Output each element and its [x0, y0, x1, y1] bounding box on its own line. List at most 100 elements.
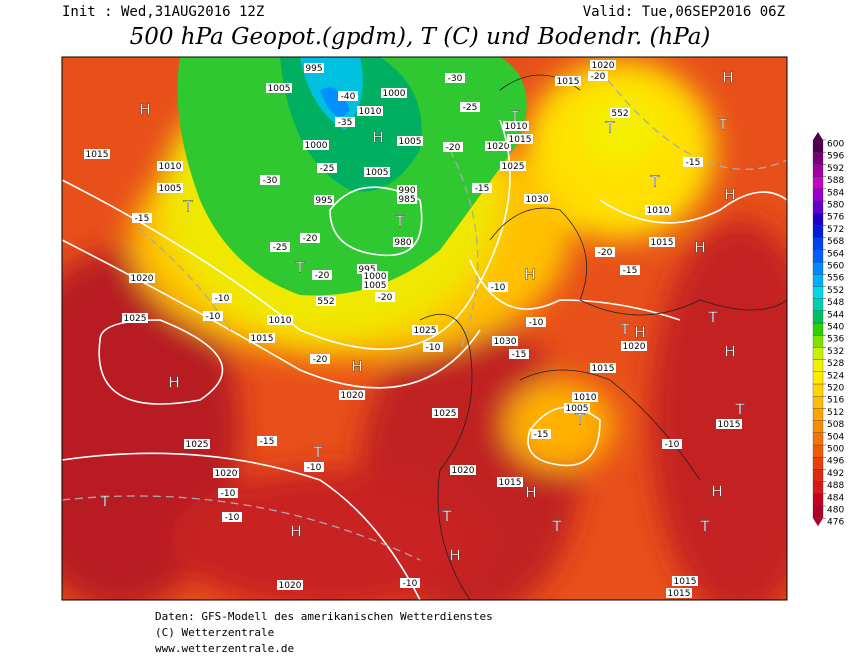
- contour-label: 1020: [131, 274, 154, 284]
- label-box: [524, 194, 550, 204]
- contour-label: -25: [463, 103, 478, 113]
- contour-label: -15: [686, 158, 701, 168]
- contour-label: 995: [358, 265, 375, 275]
- contour-label: -15: [475, 184, 490, 194]
- contour-label: 1005: [268, 84, 291, 94]
- contour-label: -35: [338, 118, 353, 128]
- colorbar-label: 500: [827, 445, 844, 455]
- colorbar-swatch: [812, 176, 824, 189]
- contour-label: 980: [394, 238, 411, 248]
- contour-label: -15: [512, 350, 527, 360]
- colorbar-label: 512: [827, 408, 844, 418]
- colorbar-cap: [813, 518, 823, 527]
- label-box: [621, 341, 647, 351]
- pressure-center: T: [294, 259, 305, 277]
- label-box: [555, 76, 581, 86]
- contour-label: 1005: [364, 281, 387, 291]
- label-box: [257, 436, 277, 446]
- colorbar-label: 588: [827, 176, 844, 186]
- colorbar-swatch: [812, 335, 824, 348]
- label-box: [157, 161, 183, 171]
- colorbar-label: 592: [827, 164, 844, 174]
- label-box: [666, 588, 692, 598]
- colorbar-label: 544: [827, 310, 844, 320]
- pressure-center: T: [574, 411, 585, 429]
- contour-label: 1005: [159, 184, 182, 194]
- label-box: [335, 117, 355, 127]
- colorbar-label: 552: [827, 286, 844, 296]
- label-box: [588, 71, 608, 81]
- colorbar-swatch: [812, 469, 824, 482]
- colorbar-swatch: [812, 396, 824, 409]
- contour-label: 1015: [718, 420, 741, 430]
- colorbar-label: 576: [827, 213, 844, 223]
- contour-label: -10: [491, 283, 506, 293]
- contour-label: -15: [135, 214, 150, 224]
- label-box: [590, 60, 616, 70]
- label-box: [412, 325, 438, 335]
- colorbar-label: 560: [827, 262, 844, 272]
- contour-label: 552: [317, 297, 334, 307]
- colorbar-label: 496: [827, 457, 844, 467]
- colorbar-label: 524: [827, 371, 844, 381]
- colorbar-swatch: [812, 444, 824, 458]
- label-box: [270, 242, 290, 252]
- contour-label: 1020: [279, 581, 302, 591]
- contour-label: -25: [320, 164, 335, 174]
- contour-label: -10: [665, 440, 680, 450]
- label-box: [267, 315, 293, 325]
- contour-label: 1015: [86, 150, 109, 160]
- colorbar-label: 492: [827, 469, 844, 479]
- colorbar-label: 584: [827, 188, 844, 198]
- contour-label: 1020: [592, 61, 615, 71]
- label-box: [277, 580, 303, 590]
- colorbar-label: 536: [827, 335, 844, 345]
- label-box: [212, 293, 232, 303]
- contour-label: 1015: [499, 478, 522, 488]
- contour-label: 1020: [215, 469, 238, 479]
- label-box: [507, 134, 533, 144]
- colorbar-swatch: [812, 505, 824, 519]
- label-box: [649, 237, 675, 247]
- pressure-center: T: [619, 321, 630, 339]
- colorbar-label: 596: [827, 152, 844, 162]
- label-box: [590, 363, 616, 373]
- label-box: [218, 488, 238, 498]
- contour-label: 1030: [494, 337, 517, 347]
- contour-label: -25: [273, 243, 288, 253]
- colorbar-label: 480: [827, 506, 844, 516]
- pressure-center: T: [509, 108, 520, 126]
- label-box: [572, 392, 598, 402]
- label-box: [393, 237, 413, 247]
- label-box: [129, 273, 155, 283]
- label-box: [317, 163, 337, 173]
- pressure-center: T: [604, 119, 615, 137]
- map-frame: [61, 56, 788, 601]
- label-box: [312, 270, 332, 280]
- contour-label: -20: [378, 293, 393, 303]
- colorbar-swatch: [812, 347, 824, 360]
- contour-label: 1025: [502, 162, 525, 172]
- pressure-center: T: [394, 213, 405, 231]
- colorbar-swatch: [812, 164, 824, 177]
- contour-label: -10: [225, 513, 240, 523]
- contour-label: -10: [206, 312, 221, 322]
- contour-label: 1015: [674, 577, 697, 587]
- contour-label: -10: [426, 343, 441, 353]
- label-box: [450, 465, 476, 475]
- label-box: [122, 313, 148, 323]
- label-box: [443, 142, 463, 152]
- init-time: Init : Wed,31AUG2016 12Z: [62, 4, 264, 20]
- pressure-center: T: [717, 116, 728, 134]
- colorbar-swatch: [812, 237, 824, 250]
- label-box: [213, 468, 239, 478]
- colorbar-label: 520: [827, 384, 844, 394]
- footer: Daten: GFS-Modell des amerikanischen Wet…: [155, 610, 493, 655]
- contour-label: 1005: [399, 137, 422, 147]
- label-box: [683, 157, 703, 167]
- label-box: [492, 336, 518, 346]
- colorbar-swatch: [812, 383, 824, 397]
- colorbar-swatch: [812, 371, 824, 385]
- pressure-center: T: [182, 198, 193, 216]
- colorbar-label: 556: [827, 274, 844, 284]
